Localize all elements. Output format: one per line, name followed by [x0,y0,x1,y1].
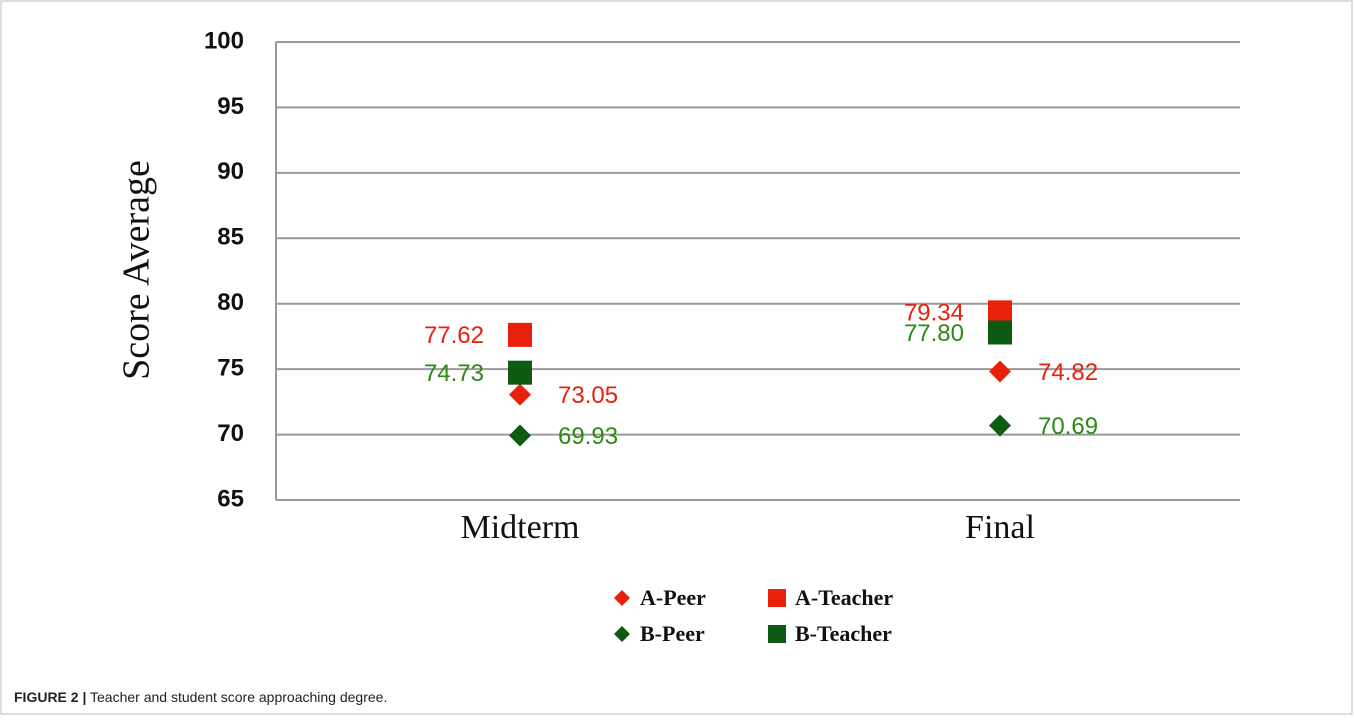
data-point [509,383,531,406]
y-tick-label: 65 [217,485,244,512]
data-point [508,360,532,385]
legend-marker [614,590,630,606]
legend-marker [614,626,630,642]
figure-label: FIGURE 2 | [14,689,86,705]
x-tick-label: Midterm [461,509,580,546]
y-tick-label: 95 [217,93,244,120]
data-label: 79.34 [904,300,964,327]
y-tick-label: 90 [217,158,244,185]
legend-label: A-Teacher [795,585,893,610]
y-tick-label: 75 [217,354,244,381]
x-tick-label: Final [965,509,1035,546]
legend-label: A-Peer [640,585,706,610]
data-point [508,322,532,347]
y-tick-label: 80 [217,289,244,316]
data-point [988,320,1012,345]
data-label: 70.69 [1038,413,1098,440]
legend-label: B-Teacher [795,621,892,646]
data-point [509,424,531,447]
y-axis-label: Score Average [116,160,158,380]
data-label: 77.62 [424,322,484,349]
data-label: 69.93 [558,423,618,450]
legend-marker [768,625,786,643]
data-point [989,360,1011,383]
data-point [989,414,1011,437]
caption: FIGURE 2 | Teacher and student score app… [14,689,387,705]
y-tick-label: 100 [204,27,244,54]
y-tick-label: 70 [217,420,244,447]
data-label: 73.05 [558,382,618,409]
data-label: 74.73 [424,360,484,387]
data-label: 77.80 [904,320,964,347]
data-label: 74.82 [1038,359,1098,386]
data-point [988,300,1012,325]
legend-label: B-Peer [640,621,705,646]
y-tick-label: 85 [217,224,244,251]
caption-text: Teacher and student score approaching de… [90,689,387,705]
legend-marker [768,589,786,607]
